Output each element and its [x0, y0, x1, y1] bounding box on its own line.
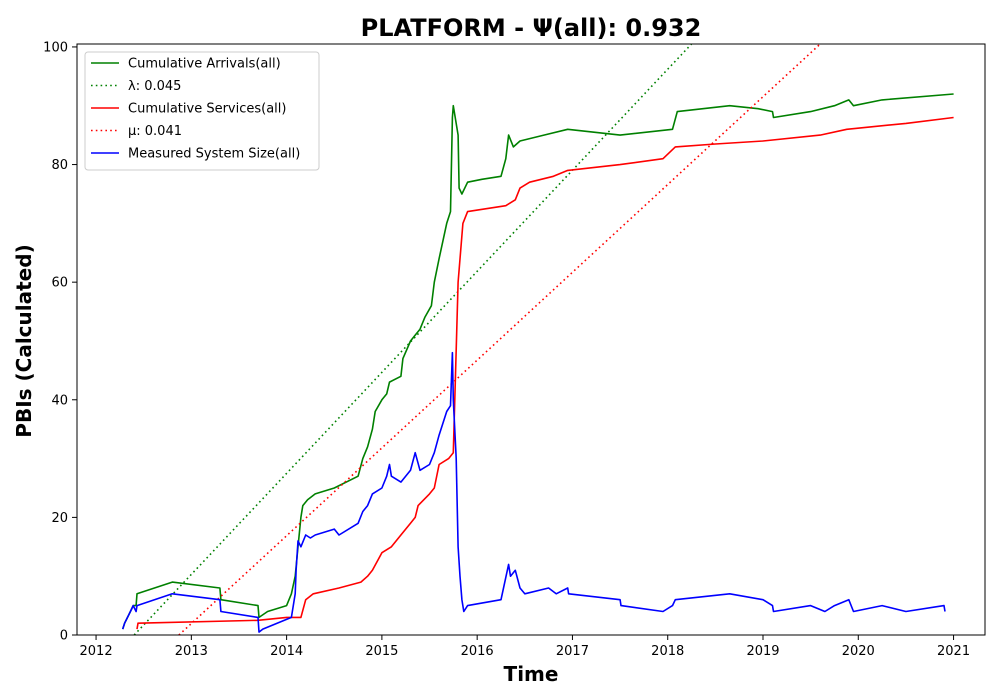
y-tick-label: 60: [51, 276, 68, 291]
legend-label: Measured System Size(all): [128, 147, 300, 162]
y-axis: 0 20 40 60 80 100: [43, 40, 77, 644]
series-line-4: [178, 44, 821, 635]
y-tick-label: 40: [51, 393, 68, 408]
y-tick-label: 0: [60, 629, 68, 644]
legend-label: Cumulative Services(all): [128, 102, 286, 117]
y-tick-label: 20: [51, 511, 68, 526]
y-tick-label: 80: [51, 158, 68, 173]
series-line-3: [136, 116, 954, 630]
legend-label: Cumulative Arrivals(all): [128, 57, 281, 72]
legend-label: μ: 0.041: [128, 124, 182, 139]
legend: Cumulative Arrivals(all) λ: 0.045 Cumulati…: [84, 51, 320, 171]
x-tick-label: 2017: [556, 644, 589, 659]
series-line-1: [121, 93, 954, 630]
x-tick-label: 2018: [651, 644, 684, 659]
x-tick-label: 2014: [270, 644, 303, 659]
y-tick-label: 100: [43, 40, 68, 55]
x-axis-label: Time: [504, 662, 559, 686]
legend-label: λ: 0.045: [128, 79, 181, 94]
plot-series: [121, 44, 954, 635]
plot-frame: [76, 43, 986, 636]
x-tick-label: 2021: [937, 644, 970, 659]
chart-title: PLATFORM - Ψ(all): 0.932: [361, 14, 702, 42]
x-tick-label: 2019: [746, 644, 779, 659]
x-tick-label: 2013: [175, 644, 208, 659]
legend-box: [84, 51, 320, 171]
series-line-5: [121, 351, 946, 633]
x-tick-label: 2015: [365, 644, 398, 659]
y-axis-label: PBIs (Calculated): [12, 244, 36, 437]
axes-frame: [76, 43, 986, 636]
x-axis: 2012 2013 2014 2015 2016 2017 2018 2019 2020 2021: [80, 635, 970, 659]
x-tick-label: 2012: [80, 644, 113, 659]
x-tick-label: 2020: [842, 644, 875, 659]
x-tick-label: 2016: [461, 644, 494, 659]
series-line-2: [133, 44, 693, 635]
